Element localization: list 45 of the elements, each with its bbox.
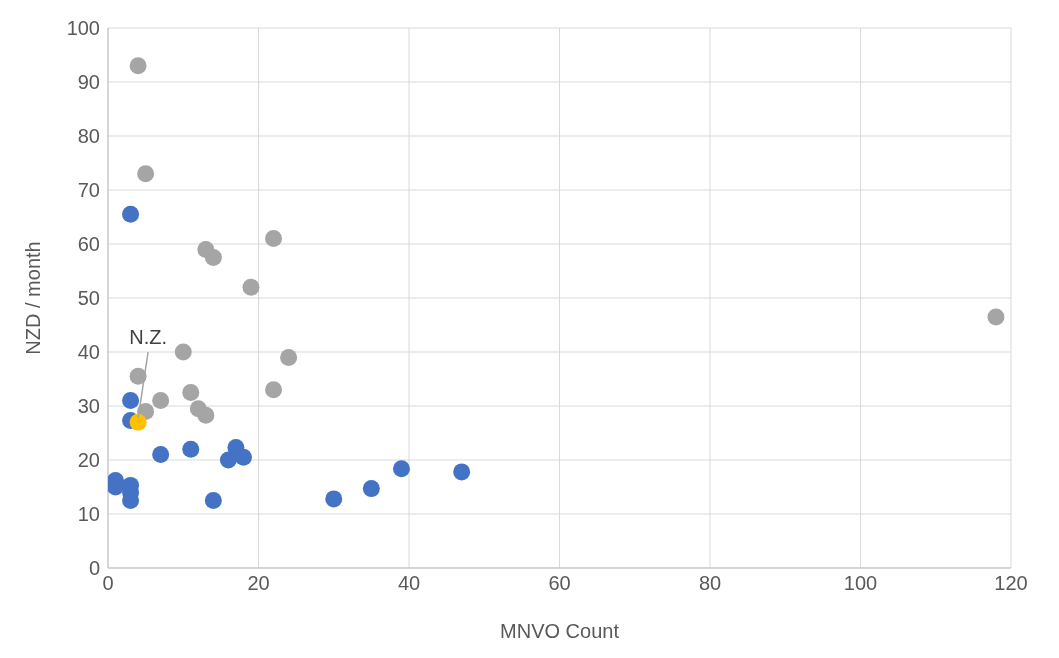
point	[122, 205, 140, 223]
point	[242, 278, 260, 296]
y-tick-label: 20	[77, 449, 100, 472]
y-tick-label: 90	[77, 71, 100, 94]
annotation: N.Z.	[129, 326, 167, 349]
point	[265, 381, 283, 399]
y-tick-label: 0	[88, 557, 100, 580]
y-tick-label: 100	[66, 17, 100, 40]
point	[152, 392, 170, 410]
x-tick-label: 60	[548, 572, 571, 595]
point	[182, 384, 200, 401]
y-tick-label: 70	[77, 179, 100, 202]
x-tick-label: 40	[397, 572, 421, 595]
point	[204, 249, 222, 266]
point	[197, 406, 215, 424]
y-tick-label: 60	[77, 233, 100, 256]
point	[137, 165, 155, 183]
y-axis-title: NZD / month	[22, 241, 45, 355]
point	[265, 230, 283, 248]
x-tick-label: 100	[843, 572, 878, 595]
y-tick-label: 80	[77, 125, 100, 148]
y-tick-label: 50	[77, 287, 100, 310]
point	[392, 460, 410, 478]
x-tick-label: 0	[102, 572, 114, 595]
point	[129, 413, 147, 431]
x-tick-label: 120	[994, 572, 1028, 595]
point	[129, 57, 147, 75]
y-tick-label: 30	[77, 395, 100, 418]
point	[122, 392, 140, 410]
point	[453, 463, 471, 481]
point	[280, 348, 298, 366]
point	[174, 343, 192, 361]
x-tick-label: 20	[247, 572, 270, 595]
y-tick-label: 10	[77, 503, 100, 526]
point	[219, 451, 237, 469]
y-tick-label: 40	[77, 341, 100, 364]
point	[204, 492, 222, 509]
point	[362, 480, 380, 498]
point	[234, 448, 252, 466]
point	[182, 440, 200, 458]
x-tick-label: 80	[698, 572, 722, 595]
point	[152, 446, 170, 464]
point	[987, 308, 1005, 326]
x-axis-title: MNVO Count	[500, 620, 620, 642]
point	[325, 490, 343, 508]
